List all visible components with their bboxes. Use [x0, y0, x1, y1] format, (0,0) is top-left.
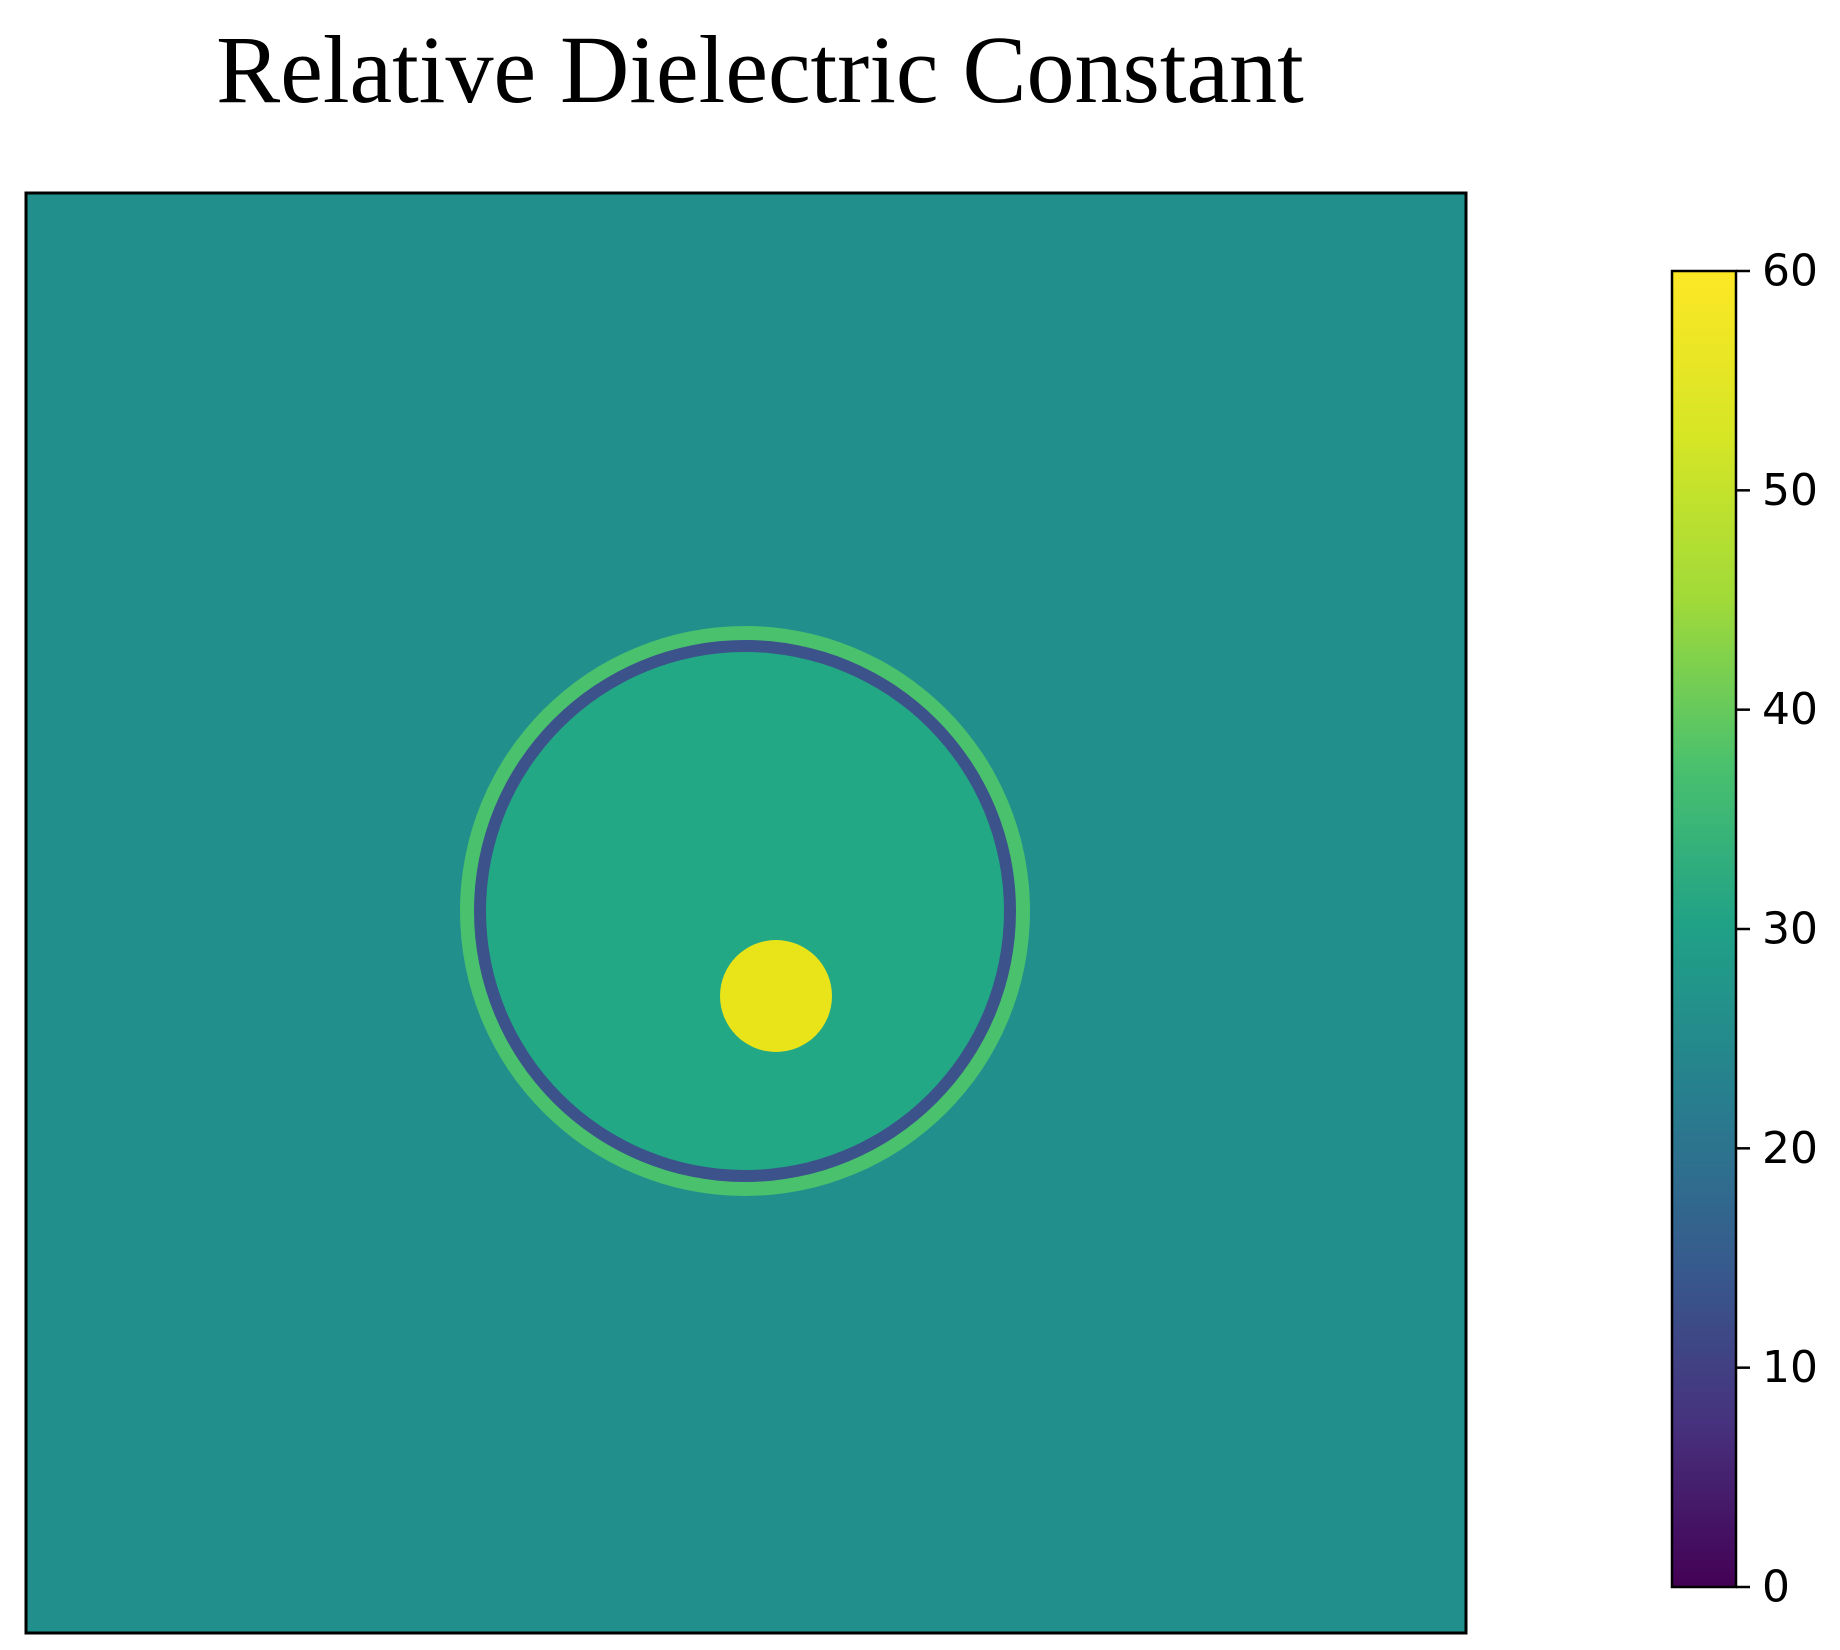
colorbar-tick-label-30: 30 [1762, 904, 1818, 955]
chart-title: Relative Dielectric Constant [216, 16, 1304, 123]
colorbar-tick-label-50: 50 [1762, 465, 1818, 516]
colorbar: 0 10 20 30 40 50 60 [1670, 246, 1818, 1613]
colorbar-gradient [1672, 271, 1736, 1587]
colorbar-tick-label-60: 60 [1762, 246, 1818, 297]
colorbar-tick-label-20: 20 [1762, 1123, 1818, 1174]
inclusion-region [720, 940, 832, 1052]
colorbar-ticks: 0 10 20 30 40 50 60 [1736, 246, 1818, 1613]
colorbar-tick-label-40: 40 [1762, 684, 1818, 735]
colorbar-tick-label-0: 0 [1762, 1562, 1790, 1613]
core-region [486, 652, 1004, 1170]
colorbar-tick-label-10: 10 [1762, 1342, 1818, 1393]
heatmap-plot [24, 191, 1468, 1635]
plot-frame [24, 191, 1468, 1635]
